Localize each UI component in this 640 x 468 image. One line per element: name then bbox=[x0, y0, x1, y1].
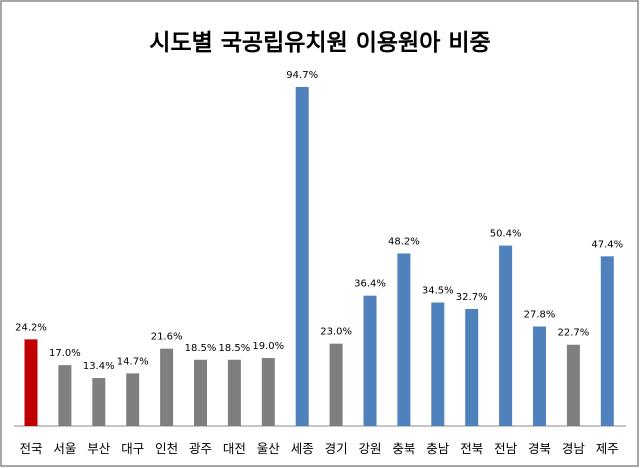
bar-부산 bbox=[92, 378, 106, 426]
x-tick-label: 경북 bbox=[528, 441, 551, 456]
x-tick-label: 경기 bbox=[325, 441, 348, 456]
x-tick-label: 광주 bbox=[189, 441, 212, 456]
bar-서울 bbox=[58, 365, 72, 426]
data-label: 32.7% bbox=[456, 292, 488, 303]
bar-경기 bbox=[329, 343, 343, 426]
bar-전북 bbox=[465, 308, 479, 426]
x-tick-label: 세종 bbox=[291, 441, 314, 456]
bar-경남 bbox=[566, 344, 580, 426]
x-tick-label: 경남 bbox=[562, 441, 586, 456]
bar-전국 bbox=[24, 339, 38, 426]
data-label: 13.4% bbox=[83, 361, 115, 372]
bar-대전 bbox=[227, 359, 241, 426]
x-tick-label: 대전 bbox=[223, 441, 246, 456]
data-label: 18.5% bbox=[219, 343, 251, 354]
x-tick-label: 대구 bbox=[121, 441, 144, 456]
x-tick-label: 전북 bbox=[460, 441, 483, 456]
data-label: 27.8% bbox=[524, 309, 556, 320]
data-label: 17.0% bbox=[49, 348, 81, 359]
x-tick-label: 충북 bbox=[392, 441, 415, 456]
data-label: 24.2% bbox=[15, 322, 47, 333]
bar-경북 bbox=[533, 326, 546, 426]
bar-인천 bbox=[160, 348, 174, 426]
bar-광주 bbox=[194, 359, 207, 426]
data-label: 22.7% bbox=[558, 328, 590, 339]
bar-세종 bbox=[295, 87, 309, 426]
bar-제주 bbox=[600, 256, 614, 426]
x-tick-label: 부산 bbox=[87, 441, 111, 456]
x-tick-label: 인천 bbox=[155, 441, 178, 456]
data-label: 47.4% bbox=[591, 239, 623, 250]
data-label: 34.5% bbox=[422, 285, 454, 296]
x-tick-label: 서울 bbox=[53, 441, 76, 456]
x-tick-label: 울산 bbox=[257, 441, 281, 456]
data-label: 50.4% bbox=[490, 229, 522, 240]
x-tick-label: 제주 bbox=[596, 441, 619, 456]
bar-충북 bbox=[397, 253, 411, 426]
data-label: 23.0% bbox=[320, 327, 352, 338]
bar-충남 bbox=[431, 302, 445, 426]
bar-강원 bbox=[363, 295, 377, 426]
data-label: 94.7% bbox=[286, 70, 318, 81]
bar-울산 bbox=[261, 357, 275, 426]
x-tick-label: 강원 bbox=[358, 441, 381, 456]
bar-대구 bbox=[126, 373, 140, 426]
data-label: 21.6% bbox=[151, 332, 183, 343]
x-tick-label: 전국 bbox=[19, 441, 42, 456]
x-tick-label: 전남 bbox=[494, 441, 518, 456]
data-label: 14.7% bbox=[117, 356, 149, 367]
chart-title: 시도별 국공립유치원 이용원아 비중 bbox=[149, 30, 490, 56]
data-label: 36.4% bbox=[354, 279, 386, 290]
data-label: 18.5% bbox=[185, 343, 217, 354]
data-label: 19.0% bbox=[252, 341, 284, 352]
data-label: 48.2% bbox=[388, 236, 420, 247]
x-tick-label: 충남 bbox=[426, 441, 450, 456]
bar-전남 bbox=[499, 245, 513, 426]
